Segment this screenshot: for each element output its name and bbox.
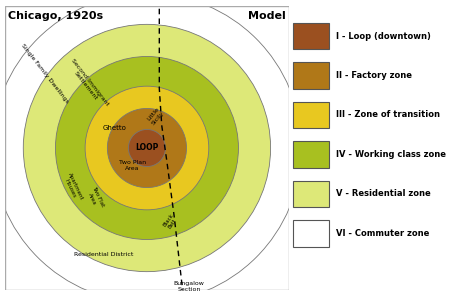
- Bar: [293, 220, 329, 247]
- Text: Single Family Dwellings: Single Family Dwellings: [19, 43, 69, 104]
- Text: LOOP: LOOP: [135, 144, 159, 152]
- Text: Chicago, 1920s: Chicago, 1920s: [9, 11, 104, 21]
- Text: Model: Model: [248, 11, 285, 21]
- Text: V - Residential zone: V - Residential zone: [336, 189, 431, 198]
- Text: Two Flat
Area: Two Flat Area: [85, 185, 105, 210]
- Circle shape: [108, 108, 186, 188]
- Text: IV - Working class zone: IV - Working class zone: [336, 150, 446, 159]
- Text: Residential District: Residential District: [74, 252, 133, 257]
- Text: II - Factory zone: II - Factory zone: [336, 71, 412, 80]
- Circle shape: [128, 129, 165, 167]
- Text: Black
Belt: Black Belt: [162, 213, 179, 231]
- Text: Two Plan
Area: Two Plan Area: [118, 160, 146, 171]
- Text: III - Zone of transition: III - Zone of transition: [336, 110, 440, 120]
- Text: Apartment
Houses: Apartment Houses: [62, 172, 84, 203]
- Circle shape: [0, 0, 301, 296]
- Bar: [293, 141, 329, 168]
- Circle shape: [85, 86, 209, 210]
- Text: I - Loop (downtown): I - Loop (downtown): [336, 32, 431, 41]
- Bar: [293, 102, 329, 128]
- Circle shape: [55, 57, 238, 239]
- Bar: [293, 181, 329, 207]
- Text: VI - Commuter zone: VI - Commuter zone: [336, 229, 429, 238]
- Text: Ghetto: Ghetto: [103, 125, 127, 131]
- Text: Bungalow
Section: Bungalow Section: [173, 281, 204, 292]
- Bar: [293, 62, 329, 89]
- Bar: [293, 23, 329, 49]
- Circle shape: [23, 24, 271, 272]
- Text: Little
Sicily: Little Sicily: [146, 106, 165, 126]
- Text: Second Immigrant
Settlement: Second Immigrant Settlement: [65, 57, 109, 110]
